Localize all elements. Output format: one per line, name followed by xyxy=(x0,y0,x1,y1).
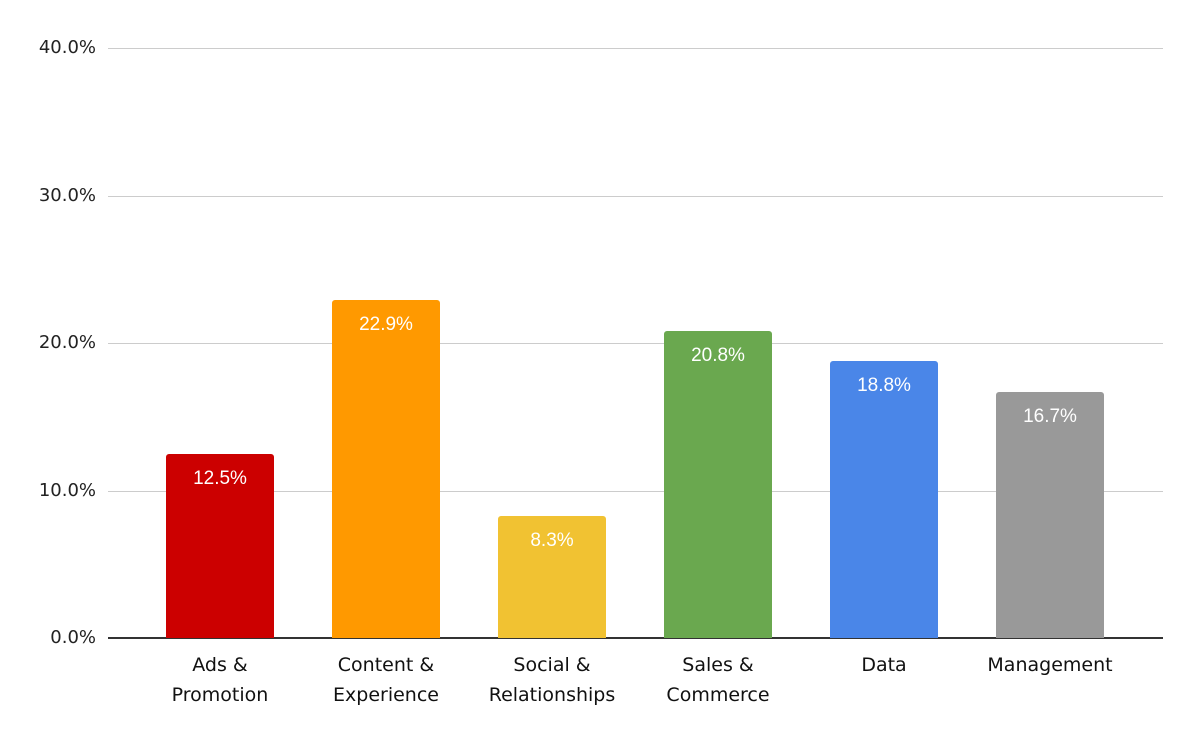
y-tick-label: 10.0% xyxy=(38,480,96,501)
x-label-line: Ads & xyxy=(192,654,248,676)
x-label-line: Sales & xyxy=(682,654,754,676)
y-tick-label: 40.0% xyxy=(38,37,96,58)
x-category-label: Management xyxy=(965,650,1135,680)
gridline-30 xyxy=(108,196,1163,197)
bar-value-label: 16.7% xyxy=(1023,405,1077,427)
x-label-line: Promotion xyxy=(171,684,269,706)
x-category-label: Data xyxy=(799,650,969,680)
x-label-line: Commerce xyxy=(666,684,770,706)
x-category-label: Social & Relationships xyxy=(467,650,637,710)
x-category-label: Content & Experience xyxy=(301,650,471,710)
x-label-line: Management xyxy=(987,654,1113,676)
y-tick-label: 30.0% xyxy=(38,185,96,206)
bar-value-label: 12.5% xyxy=(193,467,247,489)
bar: 8.3% xyxy=(498,515,606,638)
bar: 22.9% xyxy=(332,300,440,638)
x-label-line: Social & xyxy=(513,654,591,676)
bar: 12.5% xyxy=(166,453,274,638)
bar-value-label: 8.3% xyxy=(530,529,574,551)
bar: 16.7% xyxy=(996,391,1104,638)
bar: 20.8% xyxy=(664,331,772,638)
bar-value-label: 18.8% xyxy=(857,374,911,396)
x-category-label: Sales & Commerce xyxy=(633,650,803,710)
x-label-line: Relationships xyxy=(488,684,616,706)
gridline-10 xyxy=(108,491,1163,492)
x-label-line: Data xyxy=(861,654,907,676)
x-axis-line xyxy=(108,637,1163,639)
bar-value-label: 20.8% xyxy=(691,345,745,367)
bar-value-label: 22.9% xyxy=(359,314,413,336)
gridline-40 xyxy=(108,48,1163,49)
y-tick-label: 0.0% xyxy=(50,627,96,648)
x-label-line: Experience xyxy=(333,684,439,706)
y-tick-label: 20.0% xyxy=(38,332,96,353)
bar: 18.8% xyxy=(830,360,938,638)
gridline-20 xyxy=(108,343,1163,344)
x-category-label: Ads & Promotion xyxy=(135,650,305,710)
x-label-line: Content & xyxy=(337,654,435,676)
